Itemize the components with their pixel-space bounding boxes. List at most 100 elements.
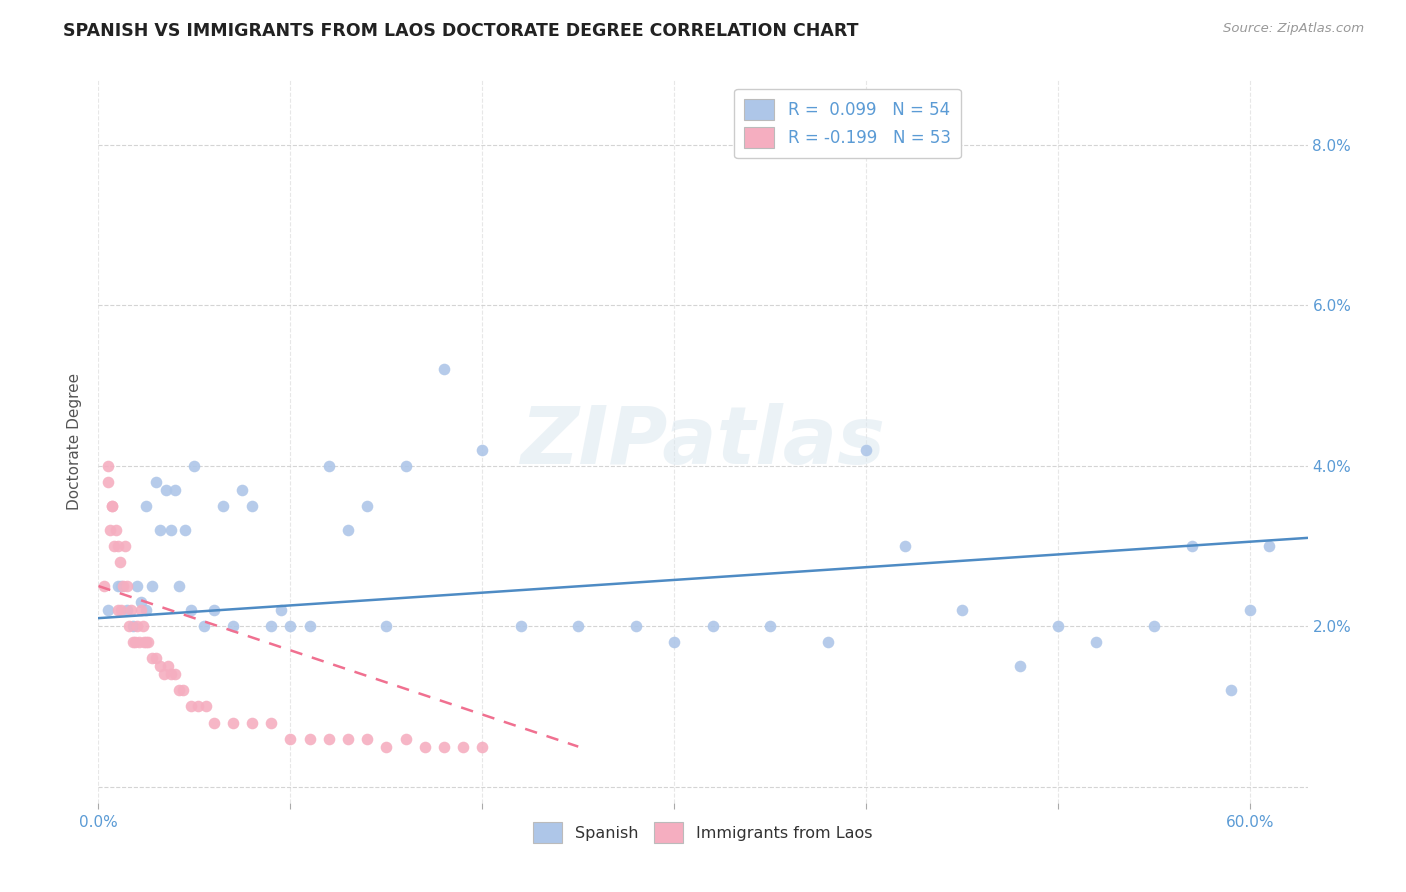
Point <box>152 667 174 681</box>
Point <box>131 619 153 633</box>
Point <box>413 739 436 754</box>
Point <box>318 458 340 473</box>
Point <box>173 523 195 537</box>
Point <box>356 499 378 513</box>
Point <box>1239 603 1261 617</box>
Point <box>101 499 124 513</box>
Point <box>394 458 416 473</box>
Point <box>165 667 187 681</box>
Point <box>124 635 146 649</box>
Text: ZIPatlas: ZIPatlas <box>520 402 886 481</box>
Point <box>375 739 398 754</box>
Point <box>160 667 183 681</box>
Point <box>855 442 877 457</box>
Point <box>702 619 724 633</box>
Point <box>222 715 245 730</box>
Point <box>1143 619 1166 633</box>
Point <box>212 499 235 513</box>
Point <box>759 619 782 633</box>
Point <box>394 731 416 746</box>
Point <box>950 603 973 617</box>
Point <box>107 579 129 593</box>
Legend: Spanish, Immigrants from Laos: Spanish, Immigrants from Laos <box>527 815 879 849</box>
Point <box>155 483 177 497</box>
Point <box>280 619 302 633</box>
Point <box>231 483 253 497</box>
Point <box>108 555 131 569</box>
Point <box>1219 683 1241 698</box>
Point <box>141 651 163 665</box>
Point <box>1181 539 1204 553</box>
Point <box>893 539 915 553</box>
Point <box>336 731 359 746</box>
Point <box>664 635 686 649</box>
Point <box>145 651 167 665</box>
Point <box>167 683 190 698</box>
Point <box>145 475 167 489</box>
Point <box>433 362 456 376</box>
Point <box>97 458 120 473</box>
Point <box>240 499 263 513</box>
Point <box>240 715 263 730</box>
Point <box>160 523 183 537</box>
Point <box>375 619 398 633</box>
Point <box>1258 539 1281 553</box>
Point <box>156 659 179 673</box>
Point <box>202 715 225 730</box>
Point <box>149 659 172 673</box>
Point <box>280 731 302 746</box>
Point <box>135 635 157 649</box>
Point <box>451 739 474 754</box>
Point <box>129 603 152 617</box>
Point <box>129 595 152 609</box>
Point <box>107 603 129 617</box>
Point <box>817 635 839 649</box>
Point <box>112 579 135 593</box>
Point <box>98 523 121 537</box>
Point <box>118 619 141 633</box>
Point <box>125 619 148 633</box>
Point <box>222 619 245 633</box>
Point <box>180 603 202 617</box>
Point <box>122 619 145 633</box>
Point <box>187 699 209 714</box>
Point <box>134 635 156 649</box>
Text: SPANISH VS IMMIGRANTS FROM LAOS DOCTORATE DEGREE CORRELATION CHART: SPANISH VS IMMIGRANTS FROM LAOS DOCTORAT… <box>63 22 859 40</box>
Point <box>110 603 132 617</box>
Text: Source: ZipAtlas.com: Source: ZipAtlas.com <box>1223 22 1364 36</box>
Point <box>509 619 531 633</box>
Point <box>193 619 215 633</box>
Point <box>101 499 124 513</box>
Point <box>318 731 340 746</box>
Point <box>1085 635 1108 649</box>
Point <box>1008 659 1031 673</box>
Point <box>270 603 292 617</box>
Point <box>93 579 115 593</box>
Point <box>115 579 138 593</box>
Point <box>1047 619 1070 633</box>
Point <box>167 579 190 593</box>
Point <box>135 603 157 617</box>
Point <box>567 619 589 633</box>
Point <box>149 523 172 537</box>
Point <box>120 603 142 617</box>
Point <box>298 619 321 633</box>
Point <box>122 635 145 649</box>
Point <box>180 699 202 714</box>
Point <box>183 458 205 473</box>
Point <box>97 603 120 617</box>
Y-axis label: Doctorate Degree: Doctorate Degree <box>67 373 83 510</box>
Point <box>433 739 456 754</box>
Point <box>194 699 217 714</box>
Point <box>172 683 194 698</box>
Point <box>128 635 150 649</box>
Point <box>110 579 132 593</box>
Point <box>298 731 321 746</box>
Point <box>115 603 138 617</box>
Point <box>103 539 125 553</box>
Point <box>471 442 494 457</box>
Point <box>471 739 494 754</box>
Point <box>114 539 136 553</box>
Point <box>165 483 187 497</box>
Point <box>136 635 159 649</box>
